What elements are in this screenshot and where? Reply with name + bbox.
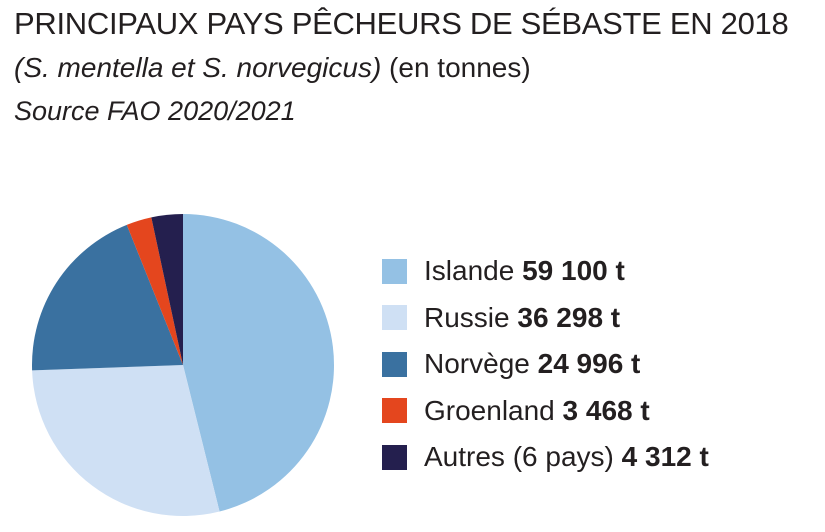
legend-item: Russie 36 298 t [382,295,709,342]
chart-legend: Islande 59 100 t Russie 36 298 t Norvège 2… [382,248,709,481]
legend-item: Autres (6 pays) 4 312 t [382,434,709,481]
legend-value: 3 468 t [562,394,650,426]
legend-value: 59 100 t [522,255,625,287]
legend-swatch [382,398,407,424]
legend-label: Norvège [424,348,530,380]
pie-slice-3 [126,217,183,365]
species-names: (S. mentella et S. norvegicus) [14,52,382,83]
chart-source: Source FAO 2020/2021 [14,96,296,126]
legend-swatch [382,444,407,470]
pie-slice-0 [183,214,335,512]
legend-swatch [382,258,407,284]
chart-subtitle: (S. mentella et S. norvegicus) (en tonne… [14,50,531,86]
legend-item: Islande 59 100 t [382,248,709,295]
pie-slice-1 [32,365,220,516]
legend-label: Groenland [424,394,555,426]
unit-label: (en tonnes) [381,52,531,83]
legend-value: 24 996 t [537,348,641,380]
legend-swatch [382,305,407,331]
legend-label: Islande [424,255,515,287]
pie-slice-2 [32,224,184,371]
pie-slice-4 [151,214,183,365]
legend-item: Norvège 24 996 t [382,341,709,388]
legend-label: Russie [424,301,510,333]
chart-title: PRINCIPAUX PAYS PÊCHEURS DE SÉBASTE EN 2… [14,6,789,41]
legend-swatch [382,351,407,377]
legend-value: 36 298 t [517,301,621,333]
legend-value: 4 312 t [621,441,709,473]
legend-label: Autres (6 pays) [424,441,614,473]
legend-item: Groenland 3 468 t [382,388,709,435]
pie-chart [32,214,335,516]
